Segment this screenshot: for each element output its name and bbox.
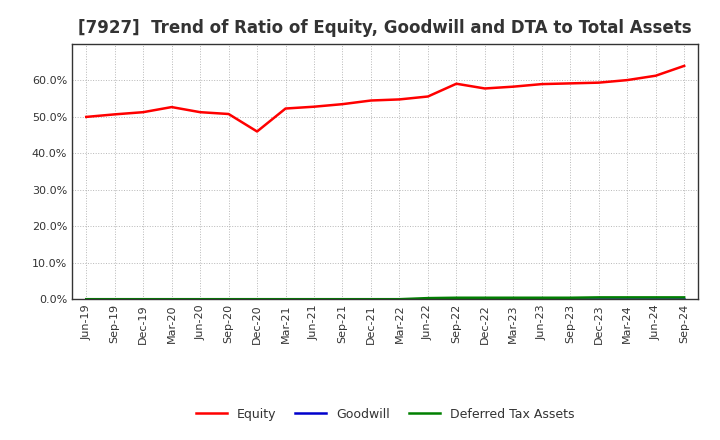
Equity: [167, 104, 176, 110]
Equity: [623, 77, 631, 83]
Goodwill: [282, 297, 290, 302]
Goodwill: [338, 297, 347, 302]
Goodwill: [537, 297, 546, 302]
Equity: [395, 97, 404, 102]
Goodwill: [110, 297, 119, 302]
Goodwill: [82, 297, 91, 302]
Goodwill: [253, 297, 261, 302]
Goodwill: [366, 297, 375, 302]
Deferred Tax Assets: [310, 297, 318, 302]
Goodwill: [680, 297, 688, 302]
Equity: [680, 63, 688, 69]
Goodwill: [196, 297, 204, 302]
Goodwill: [652, 297, 660, 302]
Goodwill: [509, 297, 518, 302]
Deferred Tax Assets: [480, 295, 489, 301]
Deferred Tax Assets: [509, 295, 518, 301]
Equity: [537, 81, 546, 87]
Goodwill: [395, 297, 404, 302]
Deferred Tax Assets: [452, 295, 461, 301]
Equity: [225, 111, 233, 117]
Deferred Tax Assets: [282, 297, 290, 302]
Equity: [652, 73, 660, 78]
Equity: [110, 112, 119, 117]
Equity: [253, 129, 261, 134]
Equity: [509, 84, 518, 89]
Deferred Tax Assets: [566, 295, 575, 301]
Deferred Tax Assets: [167, 297, 176, 302]
Line: Deferred Tax Assets: Deferred Tax Assets: [86, 297, 684, 299]
Equity: [282, 106, 290, 111]
Deferred Tax Assets: [537, 295, 546, 301]
Deferred Tax Assets: [253, 297, 261, 302]
Deferred Tax Assets: [395, 297, 404, 302]
Equity: [310, 104, 318, 110]
Equity: [595, 80, 603, 85]
Deferred Tax Assets: [652, 295, 660, 300]
Goodwill: [139, 297, 148, 302]
Legend: Equity, Goodwill, Deferred Tax Assets: Equity, Goodwill, Deferred Tax Assets: [191, 403, 580, 425]
Equity: [139, 110, 148, 115]
Deferred Tax Assets: [82, 297, 91, 302]
Goodwill: [423, 297, 432, 302]
Line: Equity: Equity: [86, 66, 684, 132]
Goodwill: [167, 297, 176, 302]
Deferred Tax Assets: [110, 297, 119, 302]
Deferred Tax Assets: [595, 295, 603, 300]
Deferred Tax Assets: [196, 297, 204, 302]
Deferred Tax Assets: [680, 295, 688, 300]
Equity: [452, 81, 461, 86]
Equity: [566, 81, 575, 86]
Equity: [480, 86, 489, 91]
Deferred Tax Assets: [423, 296, 432, 301]
Deferred Tax Assets: [623, 295, 631, 300]
Goodwill: [595, 297, 603, 302]
Goodwill: [225, 297, 233, 302]
Equity: [338, 102, 347, 107]
Equity: [423, 94, 432, 99]
Goodwill: [452, 297, 461, 302]
Goodwill: [310, 297, 318, 302]
Title: [7927]  Trend of Ratio of Equity, Goodwill and DTA to Total Assets: [7927] Trend of Ratio of Equity, Goodwil…: [78, 19, 692, 37]
Deferred Tax Assets: [225, 297, 233, 302]
Equity: [366, 98, 375, 103]
Goodwill: [480, 297, 489, 302]
Goodwill: [566, 297, 575, 302]
Equity: [82, 114, 91, 120]
Deferred Tax Assets: [139, 297, 148, 302]
Deferred Tax Assets: [338, 297, 347, 302]
Deferred Tax Assets: [366, 297, 375, 302]
Goodwill: [623, 297, 631, 302]
Equity: [196, 110, 204, 115]
